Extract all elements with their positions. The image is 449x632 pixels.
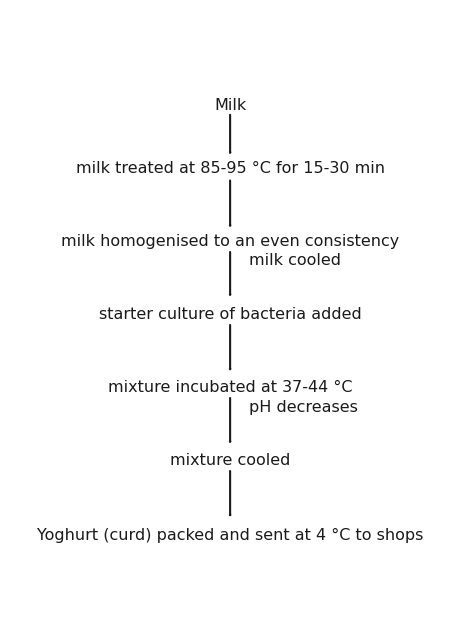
Text: mixture cooled: mixture cooled xyxy=(170,453,291,468)
Text: milk homogenised to an even consistency: milk homogenised to an even consistency xyxy=(61,234,399,249)
Text: pH decreases: pH decreases xyxy=(249,400,358,415)
Text: milk cooled: milk cooled xyxy=(249,253,341,268)
Text: Yoghurt (curd) packed and sent at 4 °C to shops: Yoghurt (curd) packed and sent at 4 °C t… xyxy=(37,528,423,544)
Text: Milk: Milk xyxy=(214,97,246,112)
Text: mixture incubated at 37-44 °C: mixture incubated at 37-44 °C xyxy=(108,380,352,395)
Text: starter culture of bacteria added: starter culture of bacteria added xyxy=(99,307,361,322)
Text: milk treated at 85-95 °C for 15-30 min: milk treated at 85-95 °C for 15-30 min xyxy=(75,161,385,176)
